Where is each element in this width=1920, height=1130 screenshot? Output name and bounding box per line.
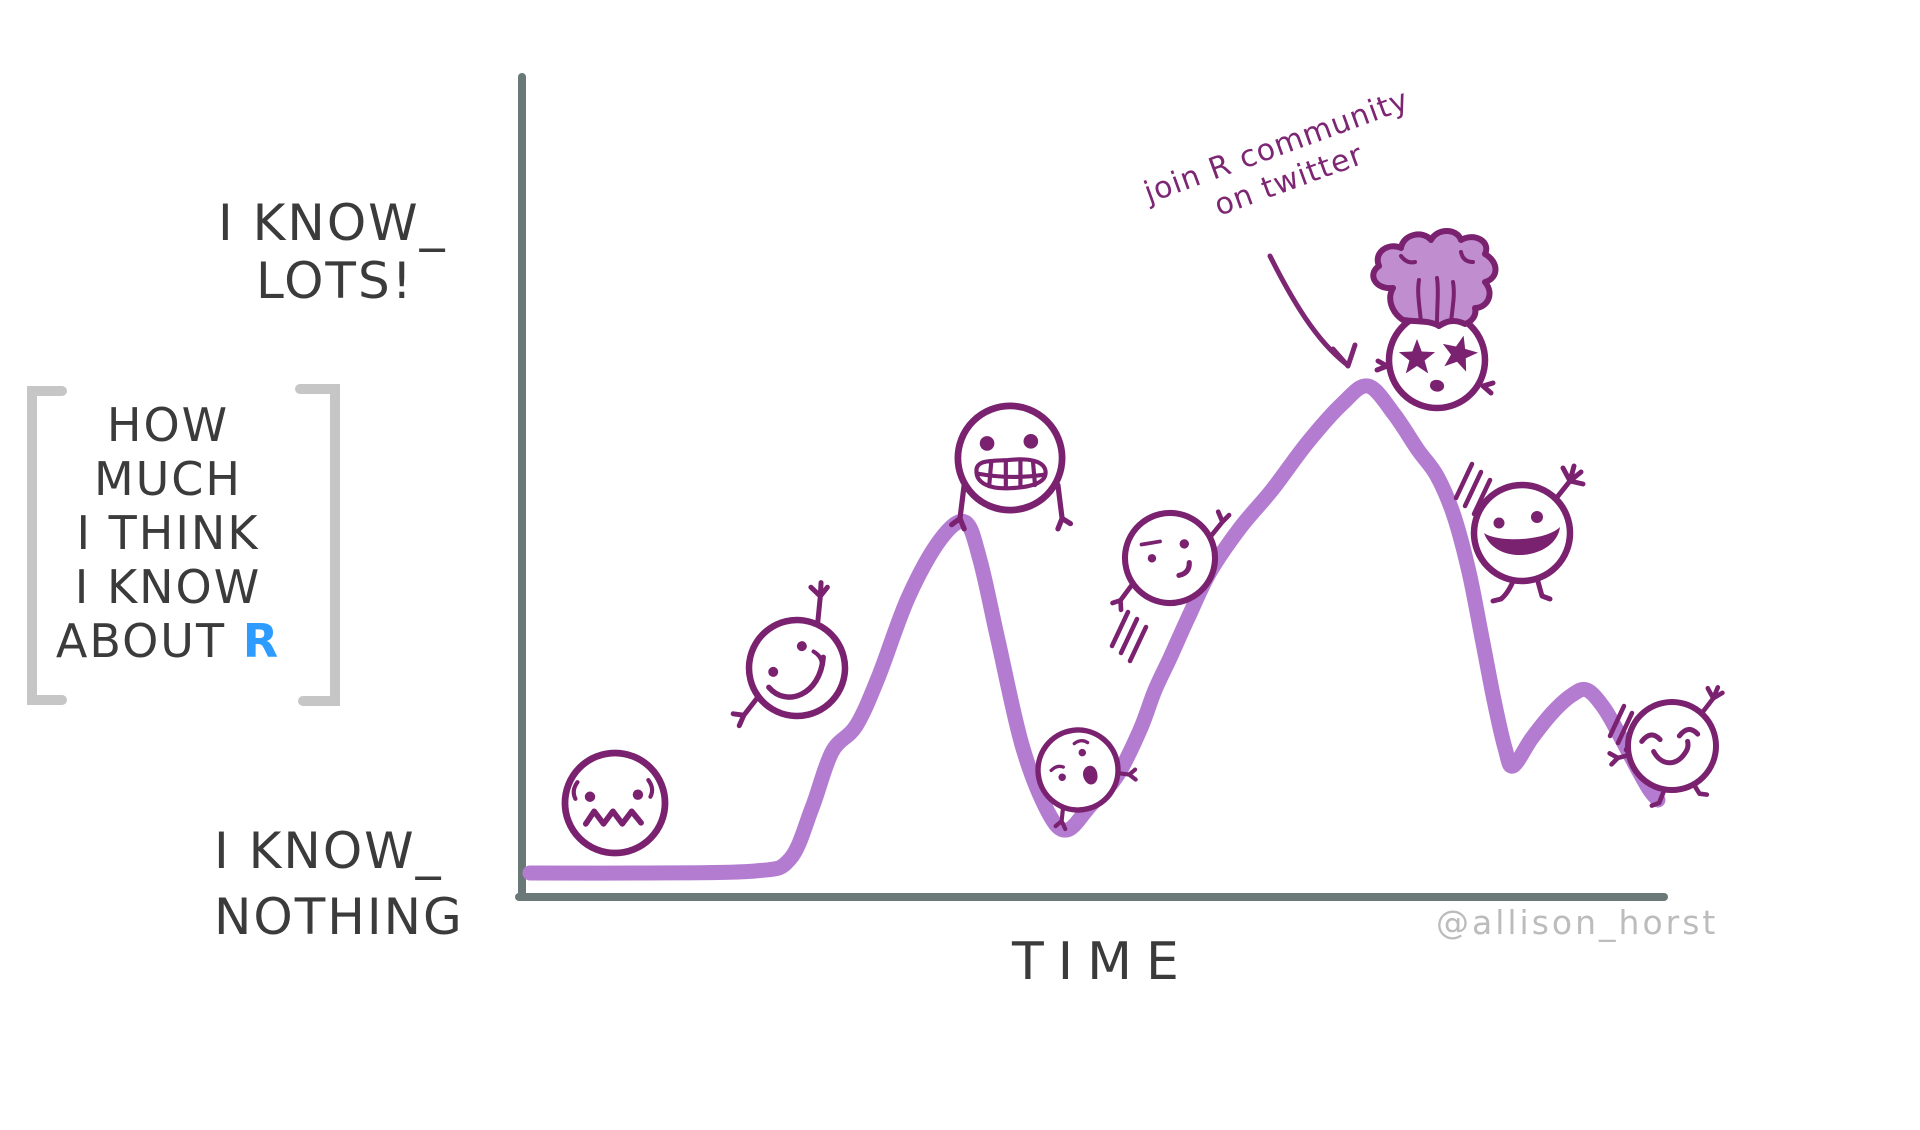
face-overwhelmed <box>1035 727 1138 832</box>
arm-icon <box>1055 482 1074 532</box>
face-content <box>1607 685 1725 808</box>
eye-icon <box>1531 511 1543 523</box>
face-mindblown <box>1370 228 1499 412</box>
right-bracket-icon <box>295 384 340 706</box>
arm-icon <box>1551 463 1586 504</box>
eye-icon <box>796 641 807 652</box>
mind-blown-cloud-icon <box>1370 228 1499 329</box>
smile-icon <box>1651 738 1691 766</box>
speed-lines-icon <box>1109 609 1149 664</box>
arm-icon <box>730 693 762 729</box>
arm-icon <box>808 580 830 629</box>
r-logo-letter: R <box>242 614 281 668</box>
hand-icon <box>1374 358 1390 373</box>
hand-icon <box>1480 380 1496 396</box>
grimace-teeth-icon <box>974 457 1048 491</box>
face-determined <box>1110 509 1232 613</box>
closed-eye-icon <box>1676 726 1701 739</box>
open-mouth-icon <box>1083 765 1098 785</box>
face-joyful <box>1470 463 1586 604</box>
eye-icon <box>1147 554 1157 563</box>
big-smile-icon <box>1484 527 1560 556</box>
eyebrow-icon <box>1139 539 1162 547</box>
eye-icon <box>1023 434 1039 449</box>
artist-signature: @allison_horst <box>1436 903 1719 942</box>
star-eye-icon <box>1398 339 1436 374</box>
eye-icon <box>1493 517 1505 529</box>
eye-icon <box>979 436 995 451</box>
closed-eye-icon <box>1639 732 1663 744</box>
eye-icon <box>632 789 644 800</box>
eye-icon <box>768 666 779 677</box>
y-axis-top-label: I KNOW_ LOTS! <box>218 194 447 310</box>
smirk-icon <box>1176 560 1192 578</box>
eye-icon <box>1179 539 1189 549</box>
annotation-arrow-icon <box>1267 253 1358 369</box>
worried-mouth-icon <box>582 808 644 827</box>
face-grimacing <box>949 402 1074 532</box>
fall-lines-icon <box>1453 461 1493 517</box>
eye-icon <box>584 791 596 802</box>
y-axis-bottom-label: I KNOW_ NOTHING <box>214 822 464 946</box>
page-title: HOW MUCH I THINK I KNOW ABOUT R <box>55 398 281 668</box>
star-eye-icon <box>1442 335 1478 372</box>
face-excited <box>730 580 849 729</box>
left-bracket-icon <box>27 386 67 705</box>
small-mouth-icon <box>1430 379 1445 392</box>
arm-icon <box>1695 685 1725 721</box>
face-nervous <box>561 749 669 857</box>
arm-icon <box>949 482 967 532</box>
eye-icon <box>1078 748 1087 757</box>
x-axis-label: TIME <box>1012 932 1193 992</box>
eye-icon <box>1058 773 1066 782</box>
